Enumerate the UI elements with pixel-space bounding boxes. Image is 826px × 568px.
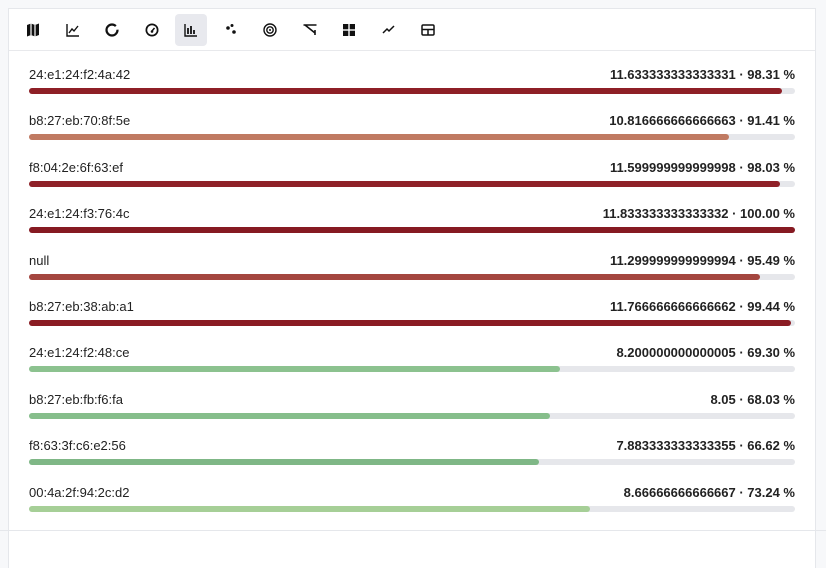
progress-track <box>29 366 795 373</box>
list-item: null 11.299999999999994 · 95.49 % <box>29 245 795 291</box>
progress-fill <box>29 134 730 141</box>
row-label: b8:27:eb:70:8f:5e <box>29 113 131 129</box>
progress-fill <box>29 366 560 373</box>
progress-fill <box>29 412 551 419</box>
list-item: b8:27:eb:70:8f:5e 10.816666666666663 · 91… <box>29 105 795 151</box>
row-value: 8.66666666666667 · 73.24 % <box>623 484 795 500</box>
row-value: 10.816666666666663 · 91.41 % <box>609 113 795 129</box>
toolbar-button-map[interactable] <box>17 14 49 46</box>
progress-track <box>29 319 795 326</box>
grid-icon <box>343 23 355 36</box>
gauge-icon <box>145 23 158 36</box>
progress-fill <box>29 227 795 234</box>
progress-track <box>29 180 795 187</box>
toolbar-button-scatter[interactable] <box>215 14 247 46</box>
donut-chart-icon <box>105 22 119 37</box>
progress-track <box>29 88 795 94</box>
row-label: b8:27:eb:fb:f6:fa <box>29 391 123 407</box>
map-icon <box>27 23 39 36</box>
progress-fill <box>29 459 540 466</box>
row-value: 11.766666666666662 · 99.44 % <box>609 298 795 314</box>
table-icon <box>421 23 435 36</box>
list-item: f8:63:3f:c6:e2:56 7.883333333333355 · 66.… <box>29 430 795 476</box>
row-label: 24:e1:24:f2:4a:42 <box>29 67 131 82</box>
row-value: 11.833333333333332 · 100.00 % <box>602 206 795 222</box>
row-label: 24:e1:24:f2:48:ce <box>29 345 130 361</box>
line-chart-icon <box>65 23 79 37</box>
progress-track <box>29 505 795 512</box>
list-item: f8:04:2e:6f:63:ef 11.599999999999998 · 98… <box>29 152 795 198</box>
list-item: 24:e1:24:f3:76:4c 11.833333333333332 · 10… <box>29 198 795 244</box>
list-item: 00:4a:2f:94:2c:d2 8.66666666666667 · 73.2… <box>29 477 795 523</box>
list-item: b8:27:eb:38:ab:a1 11.766666666666662 · 99… <box>29 291 795 337</box>
toolbar-button-gauge[interactable] <box>136 14 168 46</box>
row-label: null <box>29 252 50 268</box>
toolbar-button-donut-chart[interactable] <box>96 14 128 46</box>
progress-fill <box>29 505 591 512</box>
toolbar-button-table[interactable] <box>412 14 444 46</box>
row-value: 7.883333333333355 · 66.62 % <box>616 438 795 454</box>
row-label: 00:4a:2f:94:2c:d2 <box>29 484 130 500</box>
list-item: 24:e1:24:f2:4a:42 11.633333333333331 · 98… <box>29 59 795 105</box>
row-value: 11.599999999999998 · 98.03 % <box>609 159 795 175</box>
row-label: b8:27:eb:38:ab:a1 <box>29 298 134 314</box>
row-value: 11.299999999999994 · 95.49 % <box>609 252 795 268</box>
chart-panel: 24:e1:24:f2:4a:42 11.633333333333331 · 98… <box>8 8 816 568</box>
funnel-icon <box>303 23 316 35</box>
toolbar-button-trend[interactable] <box>373 14 405 46</box>
radar-icon <box>263 22 277 37</box>
divider <box>0 530 826 531</box>
progress-fill <box>29 273 761 280</box>
toolbar-button-bar-chart[interactable] <box>175 13 207 46</box>
list-item: b8:27:eb:fb:f6:fa 8.05 · 68.03 % <box>29 384 795 430</box>
toolbar-button-line-chart[interactable] <box>57 14 89 46</box>
scatter-icon <box>225 23 236 34</box>
bar-list: 24:e1:24:f2:4a:42 11.633333333333331 · 98… <box>9 51 815 523</box>
list-item: 24:e1:24:f2:48:ce 8.200000000000005 · 69.… <box>29 337 795 383</box>
progress-track <box>29 459 795 466</box>
toolbar-button-radar[interactable] <box>254 14 286 46</box>
toolbar-button-grid[interactable] <box>333 14 365 46</box>
toolbar-button-funnel[interactable] <box>294 14 326 46</box>
row-value: 8.200000000000005 · 69.30 % <box>616 345 795 361</box>
progress-track <box>29 273 795 280</box>
row-label: f8:63:3f:c6:e2:56 <box>29 438 126 454</box>
progress-track <box>29 227 795 234</box>
row-value: 8.05 · 68.03 % <box>710 391 795 407</box>
progress-track <box>29 134 795 141</box>
bar-chart-icon <box>184 23 197 37</box>
row-value: 11.633333333333331 · 98.31 % <box>609 67 795 82</box>
progress-track <box>29 412 795 419</box>
progress-fill <box>29 180 780 187</box>
row-label: 24:e1:24:f3:76:4c <box>29 206 130 222</box>
row-label: f8:04:2e:6f:63:ef <box>29 159 123 175</box>
trend-icon <box>381 24 395 34</box>
visualization-toolbar <box>9 9 815 51</box>
progress-fill <box>29 319 791 326</box>
progress-fill <box>29 88 783 94</box>
